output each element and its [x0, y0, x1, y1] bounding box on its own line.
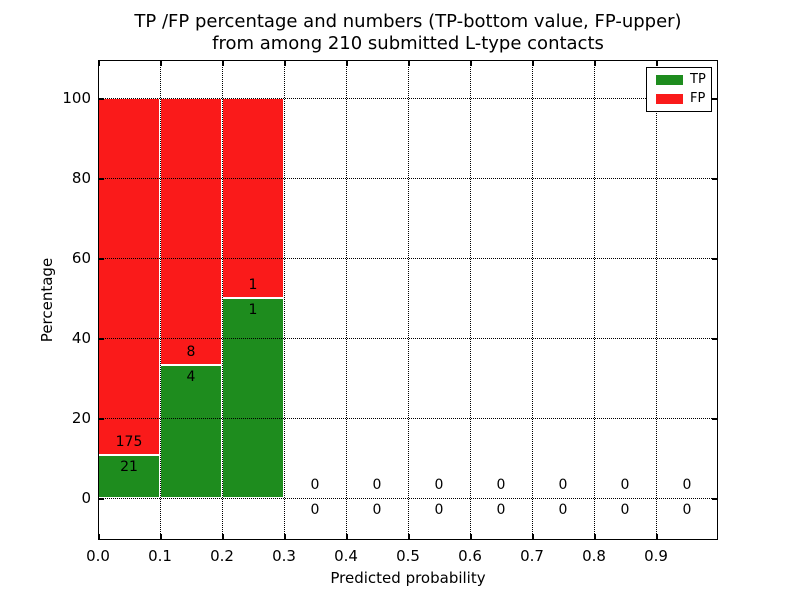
y-tick-mark: [712, 338, 718, 340]
y-tick-label: 0: [81, 489, 91, 507]
x-tick-label: 0.9: [644, 547, 668, 565]
y-tick-mark: [712, 498, 718, 500]
gridline-x: [346, 60, 347, 540]
x-tick-label: 0.2: [210, 547, 234, 565]
x-tick-label: 0.3: [272, 547, 296, 565]
x-tick-mark: [98, 60, 100, 66]
tp-count-label: 0: [372, 502, 382, 518]
gridline-x: [222, 60, 223, 540]
x-tick-mark: [346, 534, 348, 540]
tp-count-label: 0: [434, 502, 444, 518]
fp-count-label: 8: [186, 343, 196, 360]
tp-count-label: 0: [558, 502, 568, 518]
tp-count-label: 0: [620, 502, 630, 518]
x-tick-label: 0.8: [582, 547, 606, 565]
y-tick-mark: [712, 98, 718, 100]
fp-count-label: 0: [434, 477, 444, 493]
tp-count-label: 0: [310, 502, 320, 518]
fp-count-label: 0: [372, 477, 382, 493]
legend-patch-fp: [656, 94, 683, 104]
gridline-x: [470, 60, 471, 540]
fp-count-label: 0: [310, 477, 320, 493]
y-tick-label: 20: [71, 409, 91, 427]
gridline-x: [594, 60, 595, 540]
y-tick-mark: [98, 418, 104, 420]
fp-count-label: 0: [558, 477, 568, 493]
gridline-x: [532, 60, 533, 540]
y-tick-mark: [98, 498, 104, 500]
y-tick-mark: [98, 178, 104, 180]
y-tick-mark: [98, 98, 104, 100]
y-tick-label: 100: [62, 89, 91, 107]
y-tick-label: 80: [71, 169, 91, 187]
x-tick-mark: [284, 60, 286, 66]
legend-label: FP: [690, 91, 706, 106]
x-tick-mark: [408, 534, 410, 540]
x-axis-label: Predicted probability: [330, 569, 486, 587]
legend-entry-tp: TP: [656, 73, 711, 87]
x-tick-mark: [594, 60, 596, 66]
tp-count-label: 4: [186, 368, 196, 385]
x-tick-mark: [346, 60, 348, 66]
x-tick-label: 0.1: [148, 547, 172, 565]
y-tick-mark: [712, 258, 718, 260]
legend-patch-tp: [656, 75, 683, 85]
x-tick-label: 0.6: [458, 547, 482, 565]
x-tick-mark: [160, 534, 162, 540]
x-tick-mark: [222, 60, 224, 66]
tp-count-label: 1: [248, 302, 258, 318]
fp-count-label: 0: [682, 477, 692, 493]
x-tick-mark: [470, 534, 472, 540]
fp-count-label: 175: [115, 434, 143, 451]
x-tick-mark: [284, 534, 286, 540]
x-tick-mark: [160, 60, 162, 66]
gridline-x: [656, 60, 657, 540]
y-tick-mark: [712, 418, 718, 420]
x-tick-mark: [408, 60, 410, 66]
legend: TP FP: [646, 67, 712, 112]
x-tick-label: 0.4: [334, 547, 358, 565]
tp-count-label: 21: [120, 459, 138, 476]
y-tick-mark: [98, 258, 104, 260]
chart-title: TP /FP percentage and numbers (TP-bottom…: [98, 11, 718, 55]
x-tick-mark: [532, 534, 534, 540]
gridline-x: [284, 60, 285, 540]
chart-title-line1: TP /FP percentage and numbers (TP-bottom…: [134, 11, 682, 32]
legend-entry-fp: FP: [656, 92, 711, 106]
plot-area: TP FP 175 21 8 4 1 1 0 0 0 0 0 0 0 0 0 0 0 0 0 0: [98, 60, 718, 540]
bar-tp-segment: [222, 298, 284, 498]
bar-fp-segment: [98, 98, 160, 456]
chart-title-line2: from among 210 submitted L-type contacts: [212, 33, 604, 54]
x-tick-label: 0.5: [396, 547, 420, 565]
fp-count-label: 1: [248, 277, 258, 293]
tp-count-label: 0: [682, 502, 692, 518]
x-tick-mark: [594, 534, 596, 540]
x-tick-mark: [98, 534, 100, 540]
x-tick-mark: [470, 60, 472, 66]
bar-fp-segment: [160, 98, 222, 365]
x-tick-label: 0.0: [86, 547, 110, 565]
x-tick-mark: [222, 534, 224, 540]
x-tick-mark: [656, 60, 658, 66]
gridline-x: [408, 60, 409, 540]
y-tick-label: 40: [71, 329, 91, 347]
bar-fp-segment: [222, 98, 284, 298]
y-tick-mark: [712, 178, 718, 180]
x-tick-label: 0.7: [520, 547, 544, 565]
gridline-x: [160, 60, 161, 540]
x-tick-mark: [656, 534, 658, 540]
fp-count-label: 0: [620, 477, 630, 493]
legend-label: TP: [690, 72, 706, 87]
y-tick-mark: [98, 338, 104, 340]
x-tick-mark: [532, 60, 534, 66]
tp-count-label: 0: [496, 502, 506, 518]
y-tick-label: 60: [71, 249, 91, 267]
fp-count-label: 0: [496, 477, 506, 493]
